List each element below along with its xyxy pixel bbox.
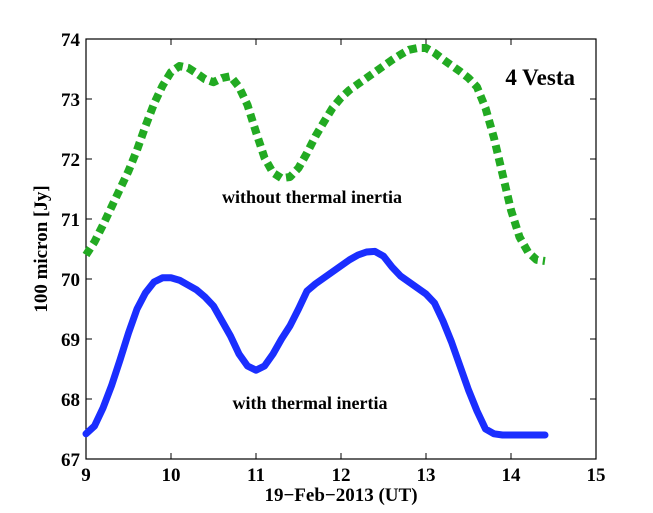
- x-tick-label: 13: [417, 465, 436, 486]
- lower-curve-annotation: with thermal inertia: [233, 393, 388, 413]
- y-tick-label: 68: [61, 390, 80, 411]
- y-tick-label: 73: [61, 90, 80, 111]
- series-layer: [82, 44, 549, 439]
- x-tick-label: 15: [587, 465, 606, 486]
- x-tick-label: 10: [162, 465, 181, 486]
- series-line-without-thermal-inertia: [82, 44, 546, 265]
- y-tick-label: 67: [61, 450, 81, 471]
- y-tick-label: 72: [61, 150, 80, 171]
- upper-curve-annotation: without thermal inertia: [222, 187, 402, 207]
- x-tick-label: 11: [247, 465, 265, 486]
- y-tick-label: 71: [61, 210, 80, 231]
- y-tick-label: 70: [61, 270, 80, 291]
- series-line-with-thermal-inertia: [82, 247, 549, 439]
- x-tick-label: 14: [502, 465, 522, 486]
- plot-area: [85, 38, 597, 460]
- y-tick-label: 74: [61, 30, 81, 51]
- x-tick-label: 9: [81, 465, 91, 486]
- x-axis-label: 19−Feb−2013 (UT): [264, 485, 417, 506]
- x-tick-label: 12: [332, 465, 351, 486]
- y-tick-label: 69: [61, 330, 80, 351]
- y-axis-label: 100 micron [Jy]: [31, 185, 52, 312]
- axis-ticks: 9 10 11 12 13 14 15 67 68 69 70 71 72 73 74: [61, 30, 606, 486]
- object-label: 4 Vesta: [505, 65, 575, 90]
